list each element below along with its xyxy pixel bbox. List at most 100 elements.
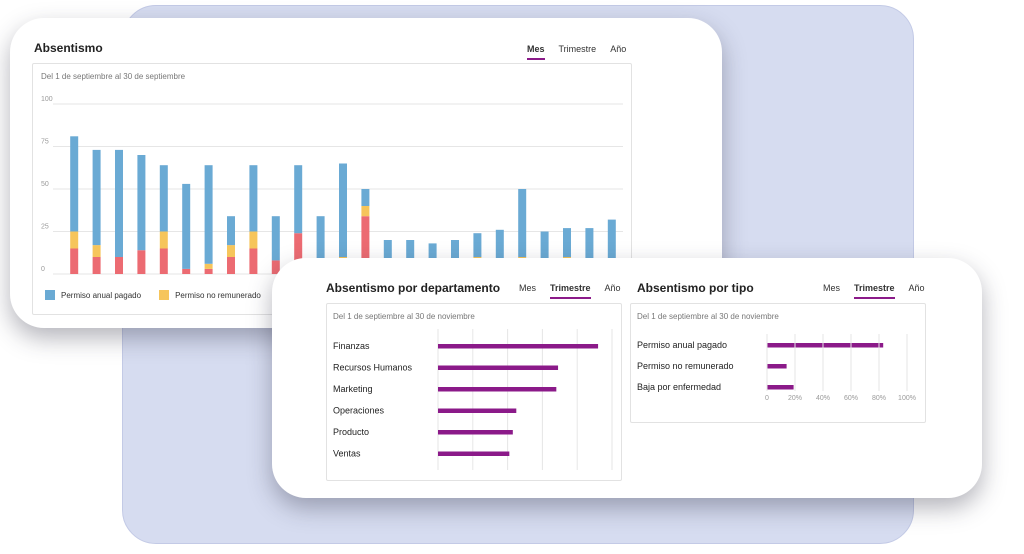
bar-segment <box>92 257 101 274</box>
dept-tabs: Mes Trimestre Año <box>519 283 621 299</box>
tab-trimestre[interactable]: Trimestre <box>558 44 597 54</box>
bar-segment <box>115 257 123 274</box>
bar-segment <box>70 248 79 274</box>
bar-segment <box>249 248 258 274</box>
dept-title: Absentismo por departamento <box>326 281 501 295</box>
bar-segment <box>70 136 79 232</box>
breakdown-card: Absentismo por departamento Mes Trimestr… <box>272 258 982 498</box>
bar-segment <box>115 149 123 257</box>
category-label: Producto <box>333 427 369 437</box>
bar-segment <box>271 260 280 274</box>
bar-segment <box>227 245 235 257</box>
bar-segment <box>294 165 303 234</box>
x-tick-label: 0 <box>765 395 769 402</box>
bar-segment <box>204 165 213 264</box>
legend-item-unpaid: Permiso no remunerado <box>159 290 261 300</box>
hbar <box>767 364 787 369</box>
bar-segment <box>585 228 594 266</box>
bar-segment <box>518 189 527 257</box>
hbar <box>438 365 559 370</box>
bar-segment <box>249 231 258 249</box>
bar-segment <box>159 231 168 249</box>
category-label: Permiso no remunerado <box>637 361 734 371</box>
bar-segment <box>361 216 370 274</box>
x-tick-label: 60% <box>844 395 858 402</box>
type-title: Absentismo por tipo <box>637 281 754 295</box>
chart-legend: Permiso anual pagado Permiso no remunera… <box>45 290 261 300</box>
tab-mes[interactable]: Mes <box>527 44 545 60</box>
legend-swatch-paid <box>45 290 55 300</box>
bar-segment <box>227 216 235 246</box>
bar-segment <box>227 257 235 274</box>
hbar <box>767 385 794 390</box>
legend-swatch-unpaid <box>159 290 170 300</box>
y-tick-label: 75 <box>41 139 49 146</box>
legend-label-paid: Permiso anual pagado <box>61 290 142 300</box>
y-tick-label: 0 <box>41 266 45 273</box>
x-tick-label: 40% <box>816 395 830 402</box>
tab-ano[interactable]: Año <box>610 44 627 54</box>
bar-segment <box>137 250 146 274</box>
dept-panel: Del 1 de septiembre al 30 de noviembre F… <box>326 303 622 481</box>
legend-label-unpaid: Permiso no remunerado <box>175 290 261 300</box>
bar-segment <box>495 229 504 266</box>
y-tick-label: 50 <box>41 181 49 188</box>
bar-segment <box>70 231 79 249</box>
bar-segment <box>159 165 168 232</box>
hbar <box>438 344 599 349</box>
bar-segment <box>271 216 280 261</box>
bar-segment <box>339 163 347 257</box>
x-tick-label: 20% <box>788 395 802 402</box>
type-bar-chart: Permiso anual pagado Permiso no remunerad… <box>637 334 916 402</box>
bar-segment <box>92 245 101 257</box>
bar-segment <box>473 233 482 257</box>
absenteeism-title: Absentismo <box>34 41 103 55</box>
bar-segment <box>182 268 191 274</box>
bar-segment <box>383 240 392 264</box>
bar-segment <box>361 189 370 206</box>
bar-segment <box>294 233 303 274</box>
type-tab-ano[interactable]: Año <box>908 283 925 293</box>
bar-segment <box>249 165 258 232</box>
bar-segment <box>137 155 146 251</box>
y-tick-label: 25 <box>41 224 49 231</box>
absenteeism-tabs: Mes Trimestre Año <box>527 44 626 60</box>
dept-bar-chart: Finanzas Recursos Humanos Marketing Operaci… <box>333 329 613 470</box>
bar-segment <box>182 183 191 269</box>
type-date-range: Del 1 de septiembre al 30 de noviembre <box>637 312 779 321</box>
x-tick-label: 80% <box>872 395 886 402</box>
bar-segment <box>451 240 459 266</box>
legend-item-paid: Permiso anual pagado <box>45 290 141 300</box>
type-panel: Del 1 de septiembre al 30 de noviembre P… <box>630 303 926 423</box>
hbar <box>438 387 557 392</box>
hbar <box>438 408 517 413</box>
bar-segment <box>406 240 415 266</box>
category-label: Finanzas <box>333 341 370 351</box>
bar-segment <box>204 263 213 269</box>
bar-segment <box>563 228 571 257</box>
category-label: Baja por enfermedad <box>637 382 721 392</box>
category-label: Ventas <box>333 449 361 459</box>
hbar <box>438 430 513 435</box>
bar-segment <box>159 248 168 274</box>
bar-segment <box>540 231 549 266</box>
category-label: Marketing <box>333 384 373 394</box>
date-range: Del 1 de septiembre al 30 de septiembre <box>41 72 186 81</box>
category-label: Permiso anual pagado <box>637 340 727 350</box>
dept-tab-ano[interactable]: Año <box>604 283 621 293</box>
dept-tab-mes[interactable]: Mes <box>519 283 537 293</box>
type-tab-mes[interactable]: Mes <box>823 283 841 293</box>
category-label: Operaciones <box>333 406 385 416</box>
x-tick-label: 100% <box>898 395 916 402</box>
bar-segment <box>316 216 325 274</box>
hbar <box>767 343 884 348</box>
bar-segment <box>361 206 370 217</box>
type-tab-trimestre[interactable]: Trimestre <box>854 283 895 299</box>
hbar <box>438 451 510 456</box>
bar-segment <box>607 219 616 266</box>
dept-tab-trimestre[interactable]: Trimestre <box>550 283 591 299</box>
type-tabs: Mes Trimestre Año <box>823 283 925 299</box>
category-label: Recursos Humanos <box>333 363 413 373</box>
dept-date-range: Del 1 de septiembre al 30 de noviembre <box>333 312 475 321</box>
y-tick-label: 100 <box>41 96 53 103</box>
